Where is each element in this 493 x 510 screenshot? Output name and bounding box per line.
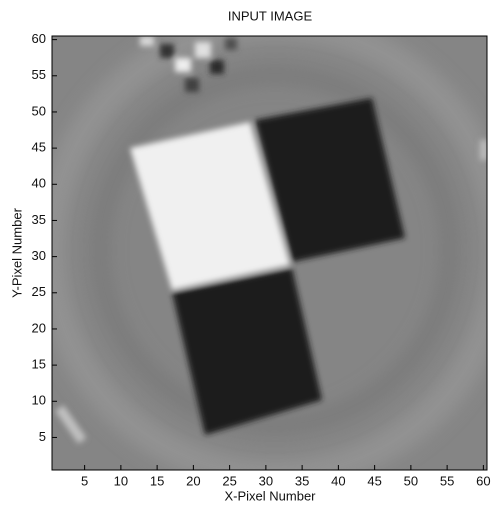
y-tick-label: 10 [32,393,46,408]
y-tick-label: 15 [32,357,46,372]
x-tick-label: 50 [404,473,418,488]
y-tick-label: 45 [32,140,46,155]
chart-title: INPUT IMAGE [228,8,313,23]
y-tick-label: 60 [32,31,46,46]
y-tick-label: 50 [32,103,46,118]
y-tick-label: 20 [32,320,46,335]
image [50,25,493,475]
x-tick-label: 35 [295,473,309,488]
x-tick-label: 55 [440,473,454,488]
x-tick-label: 10 [114,473,128,488]
x-tick-label: 5 [81,473,88,488]
page: INPUT IMAGE X-Pixel Number Y-Pixel Numbe… [0,0,493,510]
y-axis-label: Y-Pixel Number [9,207,24,298]
x-tick-label: 20 [186,473,200,488]
x-tick-label: 45 [367,473,381,488]
y-tick-label: 55 [32,67,46,82]
x-tick-label: 60 [476,473,490,488]
y-tick-label: 5 [39,429,46,444]
x-tick-label: 40 [331,473,345,488]
y-tick-label: 30 [32,248,46,263]
x-tick-label: 15 [150,473,164,488]
x-axis-label: X-Pixel Number [224,488,316,503]
y-tick-label: 35 [32,212,46,227]
y-tick-label: 25 [32,284,46,299]
x-tick-label: 25 [222,473,236,488]
chart: INPUT IMAGE X-Pixel Number Y-Pixel Numbe… [0,0,493,510]
y-tick-label: 40 [32,176,46,191]
x-tick-label: 30 [259,473,273,488]
